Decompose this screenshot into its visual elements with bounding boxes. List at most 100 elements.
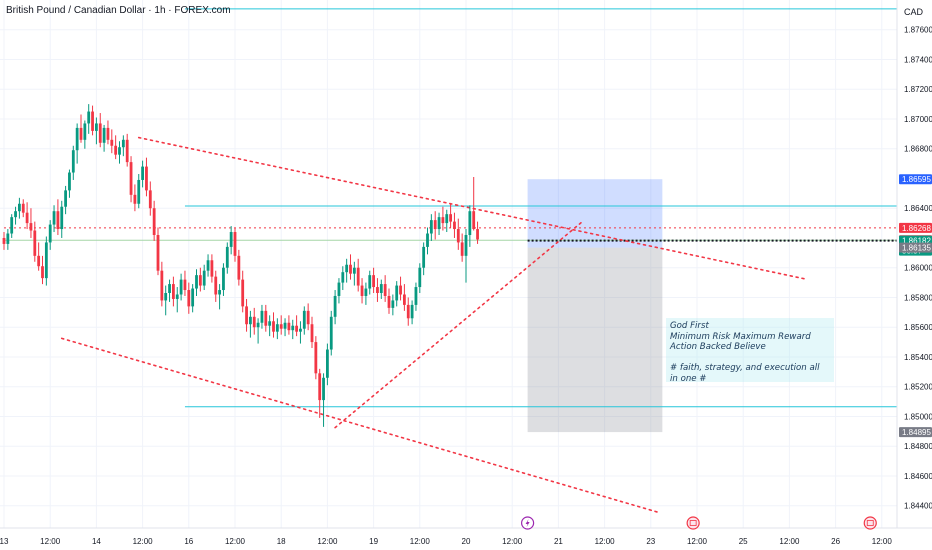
- candle-body: [349, 264, 352, 274]
- candle-body: [145, 166, 148, 191]
- candle-body: [48, 224, 52, 243]
- candle-body: [148, 190, 152, 209]
- time-tick-label: 12:00: [687, 537, 708, 546]
- candle-body: [18, 203, 21, 212]
- candle-body: [233, 232, 237, 256]
- time-tick-label: 14: [92, 537, 101, 546]
- candle-body: [445, 214, 449, 224]
- candle-body: [364, 288, 368, 296]
- price-tick-label: 1.87000: [904, 115, 932, 124]
- time-tick-label: 12:00: [317, 537, 338, 546]
- time-tick-label: 23: [646, 537, 655, 546]
- candle-body: [91, 111, 94, 131]
- horizontal-lines[interactable]: [4, 8, 897, 408]
- lightning-glyph: [525, 519, 530, 527]
- price-tick-label: 1.85800: [904, 293, 932, 302]
- candle-body: [95, 123, 98, 131]
- loss-zone: [527, 247, 663, 433]
- price-badge: [899, 222, 932, 233]
- candle-body: [272, 321, 275, 332]
- candle-body: [379, 284, 383, 294]
- time-tick-label: 12:00: [40, 537, 61, 546]
- candle-body: [191, 288, 195, 307]
- candle-body: [287, 322, 291, 331]
- candle-body: [306, 310, 310, 325]
- time-tick-label: 18: [277, 537, 286, 546]
- candle-body: [110, 139, 114, 146]
- candle-body: [98, 123, 102, 143]
- candle-body: [206, 260, 210, 271]
- time-tick-label: 12:00: [133, 537, 154, 546]
- price-badge-label: 1.86595: [902, 175, 931, 184]
- candle-body: [433, 220, 437, 230]
- candle-body: [214, 276, 218, 295]
- candle-body: [137, 179, 141, 204]
- candle-body: [37, 255, 41, 267]
- candle-body: [456, 229, 460, 243]
- candle-body: [310, 324, 314, 343]
- position-tool[interactable]: [527, 179, 663, 433]
- time-tick-label: 20: [462, 537, 471, 546]
- flag-glyph: [866, 520, 874, 526]
- candle-body: [241, 279, 245, 307]
- trend-lines[interactable]: [60, 136, 806, 514]
- time-tick-label: 12:00: [410, 537, 431, 546]
- candle-body: [133, 194, 137, 204]
- candle-body: [225, 246, 229, 268]
- candle-body: [356, 267, 360, 286]
- candle-body: [414, 287, 418, 305]
- candle-body: [460, 242, 464, 256]
- candle-body: [249, 316, 252, 325]
- trend-line: [334, 221, 583, 429]
- candle-body: [245, 306, 248, 325]
- candle-body: [114, 145, 118, 155]
- symbol-title: British Pound / Canadian Dollar · 1h · F…: [6, 5, 231, 16]
- candle-body: [329, 316, 333, 350]
- time-tick-label: 12:00: [779, 537, 800, 546]
- price-tick-label: 1.85400: [904, 353, 932, 362]
- candle-body: [198, 275, 202, 286]
- candle-body: [160, 270, 164, 301]
- candle-body: [406, 304, 410, 319]
- candle-body: [341, 272, 345, 283]
- candle-body: [333, 295, 337, 317]
- price-badge-label: 1.84895: [902, 428, 931, 437]
- candle-body: [322, 377, 325, 401]
- candle-body: [368, 275, 372, 289]
- candle-body: [326, 349, 329, 378]
- note-line: Minimum Risk Maximum Reward: [670, 331, 811, 342]
- candle-body: [179, 279, 183, 295]
- candle-body: [71, 150, 75, 173]
- price-tick-label: 1.85000: [904, 412, 932, 421]
- price-badge: [899, 242, 932, 253]
- candle-body: [395, 285, 399, 301]
- candle-body: [291, 325, 295, 331]
- candle-body: [10, 217, 14, 234]
- candle-body: [172, 284, 175, 299]
- candle-body: [376, 287, 379, 294]
- price-tick-label: 1.84400: [904, 502, 932, 511]
- candle-body: [141, 166, 144, 180]
- candle-body: [156, 234, 160, 271]
- price-tick-label: 1.85600: [904, 323, 932, 332]
- candle-body: [422, 246, 426, 268]
- candle-body: [283, 322, 287, 329]
- time-tick-label: 16: [184, 537, 193, 546]
- candle-body: [21, 203, 25, 213]
- note-annotation[interactable]: God First Minimum Risk Maximum Reward Acti…: [666, 318, 834, 384]
- price-tick-label: 1.86000: [904, 264, 932, 273]
- candle-body: [6, 233, 10, 244]
- candle-body: [449, 214, 452, 222]
- candle-body: [476, 229, 479, 240]
- candle-body: [218, 290, 221, 295]
- flag-glyph: [689, 520, 697, 526]
- time-tick-label: 12:00: [502, 537, 523, 546]
- price-axis[interactable]: 1.87600 1.87400 1.87200 1.87000 1.86800 1.864…: [904, 26, 932, 511]
- currency-label: CAD: [904, 7, 924, 17]
- candle-body: [79, 127, 83, 140]
- event-markers[interactable]: [520, 516, 877, 530]
- price-badge: [899, 174, 932, 185]
- candle-body: [360, 285, 364, 296]
